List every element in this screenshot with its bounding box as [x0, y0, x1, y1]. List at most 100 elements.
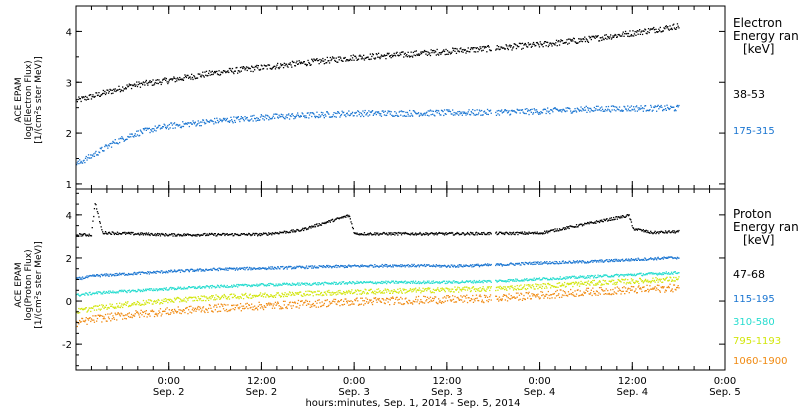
- data-point: [388, 265, 390, 267]
- data-point: [359, 266, 361, 268]
- data-point: [215, 122, 217, 124]
- data-point: [275, 294, 277, 296]
- data-point: [162, 79, 164, 81]
- data-point: [322, 282, 324, 284]
- data-point: [400, 289, 402, 292]
- data-point: [400, 264, 402, 266]
- data-point: [279, 116, 281, 118]
- data-point: [486, 288, 488, 290]
- data-point: [555, 263, 557, 265]
- data-point: [348, 289, 350, 292]
- data-point: [156, 290, 159, 292]
- data-point: [179, 78, 182, 81]
- data-point: [165, 77, 167, 80]
- data-point: [296, 265, 298, 267]
- data-point: [363, 281, 366, 283]
- data-point: [188, 286, 190, 288]
- data-point: [505, 110, 507, 112]
- data-point: [552, 108, 555, 110]
- data-point: [127, 305, 130, 308]
- data-point: [171, 233, 173, 235]
- data-point: [377, 282, 380, 284]
- data-point: [506, 109, 508, 112]
- data-point: [408, 55, 410, 57]
- data-point: [503, 280, 505, 282]
- data-point: [601, 260, 604, 262]
- data-point: [252, 232, 254, 235]
- data-point: [479, 46, 481, 48]
- data-point: [450, 290, 452, 292]
- data-point: [472, 286, 475, 288]
- data-point: [673, 23, 675, 25]
- data-point: [378, 112, 380, 115]
- data-point: [550, 287, 552, 289]
- data-point: [308, 283, 310, 286]
- data-point: [136, 130, 138, 132]
- data-point: [599, 219, 601, 222]
- data-point: [337, 265, 339, 267]
- data-point: [127, 85, 130, 87]
- data-point: [188, 77, 190, 79]
- data-point: [495, 289, 497, 292]
- data-point: [202, 286, 204, 288]
- data-point: [541, 112, 544, 114]
- data-point: [518, 262, 520, 265]
- data-point: [257, 67, 259, 69]
- data-point: [146, 302, 148, 304]
- data-point: [558, 282, 560, 284]
- data-point: [575, 224, 578, 226]
- data-point: [234, 233, 236, 235]
- data-point: [317, 225, 320, 227]
- data-point: [406, 115, 408, 117]
- data-point: [475, 263, 478, 266]
- data-point: [324, 266, 326, 268]
- data-point: [476, 234, 478, 236]
- data-point: [641, 275, 644, 277]
- data-point: [593, 276, 595, 278]
- data-point: [601, 259, 603, 261]
- data-point: [622, 260, 624, 262]
- data-point: [402, 265, 404, 267]
- data-point: [572, 260, 575, 262]
- data-point: [453, 234, 455, 236]
- data-point: [94, 203, 96, 205]
- data-point: [270, 283, 272, 285]
- data-point: [345, 60, 347, 62]
- data-point: [619, 280, 621, 282]
- data-point: [247, 269, 249, 271]
- data-point: [376, 265, 378, 267]
- data-point: [217, 122, 219, 124]
- data-point: [132, 289, 134, 291]
- data-point: [650, 272, 652, 274]
- data-point: [252, 120, 254, 122]
- data-point: [227, 269, 229, 271]
- data-point: [561, 260, 564, 263]
- data-point: [225, 120, 227, 122]
- data-point: [483, 110, 486, 112]
- data-point: [99, 291, 101, 293]
- data-point: [629, 281, 631, 283]
- data-point: [623, 105, 625, 108]
- data-point: [142, 303, 144, 306]
- data-point: [125, 88, 127, 90]
- data-point: [581, 275, 584, 277]
- data-point: [140, 82, 142, 84]
- data-point: [593, 279, 595, 282]
- data-point: [144, 127, 146, 130]
- data-point: [420, 234, 423, 236]
- data-point: [297, 114, 300, 116]
- data-point: [448, 51, 450, 53]
- data-point: [600, 220, 602, 222]
- data-point: [111, 142, 113, 144]
- data-point: [673, 231, 675, 234]
- data-point: [423, 49, 426, 52]
- data-point: [649, 273, 651, 275]
- data-point: [162, 271, 165, 273]
- data-point: [577, 277, 579, 279]
- data-point: [274, 296, 277, 298]
- data-point: [142, 132, 144, 135]
- data-point: [632, 227, 634, 229]
- data-point: [531, 262, 533, 264]
- data-point: [317, 284, 320, 286]
- data-point: [489, 264, 492, 266]
